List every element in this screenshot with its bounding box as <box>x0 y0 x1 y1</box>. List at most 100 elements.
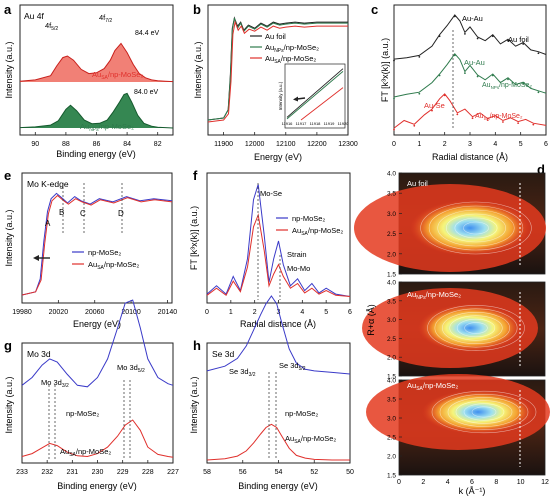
map-ytick-label: 2.5 <box>387 435 396 442</box>
wavelet-map-1: 1.5 2.0 2.5 3.0 3.5 4.0 <box>354 171 546 279</box>
tick-label: 1 <box>229 309 233 316</box>
panel-h: Se 3d Se 3d3/2 Se 3d5/2 np-MoSe₂ AuSA/np… <box>189 295 354 491</box>
panel-letter-f: f <box>193 168 198 183</box>
panel-h-xlabel: Binding energy (eV) <box>238 481 318 491</box>
map-contour <box>428 205 524 251</box>
map-ytick-label: 2.5 <box>387 336 396 343</box>
map-hotspot <box>418 304 522 352</box>
label-np-mose2-g: np-MoSe₂ <box>66 409 99 418</box>
tick-label: 232 <box>41 469 53 476</box>
panel-b-series-sa <box>207 20 348 123</box>
map-xtick-label: 2 <box>421 479 425 486</box>
fit-dot <box>453 15 456 18</box>
label-au-nps: AuNPs/np-MoSe₂ <box>482 82 532 90</box>
panel-f-xlabel: Radial distance (Å) <box>240 319 316 329</box>
map-ytick-label: 2.0 <box>387 454 396 461</box>
panel-c-series-foil <box>393 14 547 60</box>
map-contour <box>445 213 507 243</box>
fit-dot <box>537 52 540 55</box>
fit-dot <box>532 123 535 126</box>
fit-dot <box>418 92 421 95</box>
label-se-3d52: Se 3d5/2 <box>279 361 306 372</box>
panel-h-series-sa <box>206 423 350 461</box>
tick-label: 20020 <box>49 309 69 316</box>
tick-label: 228 <box>142 469 154 476</box>
map-contour <box>439 393 529 431</box>
map-contour <box>463 221 489 235</box>
panel-g: Mo 3d Mo 3d3/2 Mo 3d5/2 np-MoSe₂ AuSA/np… <box>4 299 179 491</box>
panel-b-xticks: 11900 12000 12100 12200 12300 <box>214 132 358 148</box>
tick-label: 227 <box>167 469 179 476</box>
map-ytick-label: 1.5 <box>387 374 396 381</box>
map-hotspot <box>422 390 534 434</box>
panel-h-ylabel: Intensity (a.u.) <box>189 376 199 433</box>
label-au-au-2: Au-Au <box>464 58 485 67</box>
tick-label: 233 <box>16 469 28 476</box>
fit-dot <box>443 94 446 97</box>
panel-d-xlabel: k (Å⁻¹) <box>459 486 486 496</box>
fit-dot <box>507 39 509 42</box>
panel-f-series-sa <box>206 213 351 297</box>
map-contour <box>464 322 488 334</box>
tick-label: 84 <box>123 141 131 148</box>
panel-a-energy-2: 84.0 eV <box>134 89 158 96</box>
panel-a-xticks: 90 88 86 84 82 <box>31 132 162 148</box>
legend-np-mose2-f: np-MoSe₂ <box>292 214 325 223</box>
tick-label: 56 <box>239 469 247 476</box>
fit-dot <box>393 128 395 131</box>
map-xtick-label: 12 <box>541 479 549 486</box>
fit-dot <box>418 56 421 58</box>
tick-label: 90 <box>31 141 39 148</box>
panel-c-xlabel: Radial distance (Å) <box>432 152 508 162</box>
panel-f-series-np <box>206 184 351 297</box>
fit-dot <box>431 109 433 112</box>
inset-arrowhead <box>293 96 298 102</box>
tick-label: 88 <box>62 141 70 148</box>
panel-g-title: Mo 3d <box>27 349 51 359</box>
map-contour <box>454 217 498 239</box>
inset-tick-label: 11916 <box>282 121 294 126</box>
legend-au-nps: AuNPs/np-MoSe₂ <box>265 43 319 54</box>
feature-C: C <box>80 209 86 218</box>
tick-label: 5 <box>519 141 523 148</box>
panel-e-title: Mo K-edge <box>27 179 69 189</box>
tick-label: 0 <box>205 309 209 316</box>
legend-np-mose2: np-MoSe₂ <box>88 248 121 257</box>
map-xtick-label: 8 <box>494 479 498 486</box>
tick-label: 6 <box>348 309 352 316</box>
panel-e-arrowhead <box>33 255 39 261</box>
label-au-sa: AuSA/np-MoSe₂ <box>475 113 523 121</box>
panel-a-fill-green <box>20 93 173 128</box>
label-mo-se: Mo-Se <box>260 189 282 198</box>
panel-a-peak-72: 4f7/2 <box>99 13 112 24</box>
feature-B: B <box>59 208 64 217</box>
panel-a-sample-1: AuSA/np-MoSe₂ <box>92 70 143 81</box>
label-np-mose2-h: np-MoSe₂ <box>285 409 318 418</box>
panel-letter-e: e <box>4 168 11 183</box>
fit-dot <box>471 117 474 120</box>
panel-d-xticks: 0 2 4 6 8 10 12 <box>397 479 549 486</box>
inset-line-black <box>286 68 344 118</box>
tick-label: 2 <box>253 309 257 316</box>
tick-label: 6 <box>544 141 548 148</box>
tick-label: 20100 <box>121 309 141 316</box>
tick-label: 2 <box>443 141 447 148</box>
fit-dot <box>393 97 395 100</box>
label-au-foil: Au foil <box>508 35 529 44</box>
legend-au-sa-e: AuSA/np-MoSe₂ <box>88 260 139 271</box>
panel-a-fill-red <box>20 43 173 82</box>
panel-a-series-red <box>19 42 174 83</box>
panel-g-xlabel: Binding energy (eV) <box>57 481 137 491</box>
panel-e-xticks: 19980 20020 20060 20100 20140 <box>12 300 177 316</box>
panel-b-xlabel: Energy (eV) <box>254 152 302 162</box>
fit-dot <box>413 124 416 127</box>
map-contour <box>463 403 505 421</box>
panel-a-series-green <box>19 92 174 129</box>
map-contour <box>471 406 497 418</box>
feature-D: D <box>118 209 124 218</box>
fit-dot <box>453 54 456 57</box>
map-contour <box>455 400 513 424</box>
panel-e-ylabel: Intensity (a.u.) <box>4 209 14 266</box>
map-ytick-label: 2.0 <box>387 355 396 362</box>
